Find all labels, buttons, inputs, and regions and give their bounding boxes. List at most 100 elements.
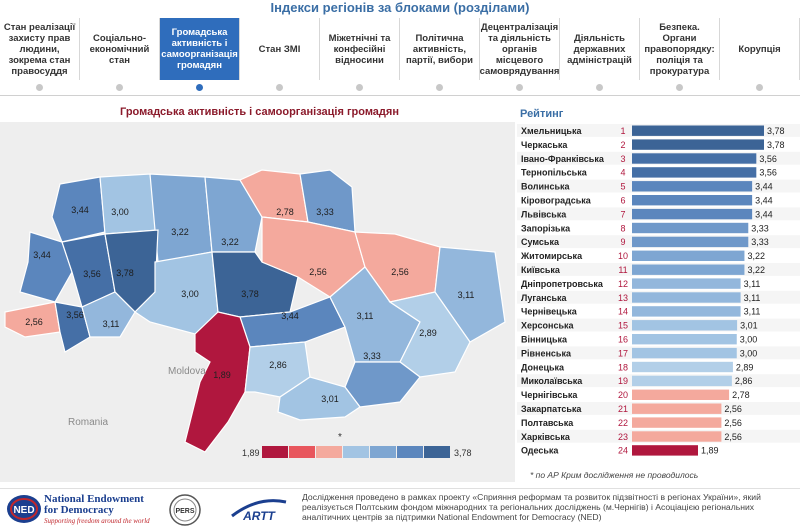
legend-swatch — [424, 446, 450, 458]
ranking-bar — [632, 403, 722, 414]
region-chernivtsi[interactable] — [81, 291, 136, 338]
crimea-footnote: * по АР Крим дослідження не проводилось — [530, 470, 699, 480]
ranking-value-label: 3,11 — [744, 279, 761, 289]
ranking-rank: 22 — [618, 418, 628, 428]
ranking-value-label: 3,11 — [744, 293, 761, 303]
ranking-bar — [632, 181, 753, 192]
ranking-rank: 20 — [618, 390, 628, 400]
tab-indicator-dot[interactable] — [276, 84, 283, 91]
tab-9[interactable]: Безпека. Органи правопорядку: поліція та… — [640, 18, 720, 80]
ranking-value-label: 3,11 — [744, 307, 761, 317]
region-value-label: 3,22 — [171, 227, 189, 237]
region-luhansk[interactable] — [434, 246, 506, 343]
region-value-label: 3,01 — [321, 394, 339, 404]
region-kherson[interactable] — [277, 376, 361, 421]
ranking-rank: 6 — [620, 196, 625, 206]
ranking-bar — [632, 417, 722, 428]
ranking-region-name: Хмельницька — [521, 126, 582, 136]
ranking-region-name: Харківська — [521, 432, 571, 442]
ranking-rank: 17 — [618, 348, 628, 358]
ranking-region-name: Тернопільська — [521, 168, 588, 178]
region-value-label: 2,56 — [25, 317, 43, 327]
region-volyn[interactable] — [51, 176, 106, 243]
tab-indicator-dot[interactable] — [196, 84, 203, 91]
region-value-label: 3,78 — [241, 289, 259, 299]
region-donetsk[interactable] — [388, 291, 471, 378]
legend-swatch — [316, 446, 342, 458]
ned-logo-text: NED — [13, 505, 34, 516]
ranking-bar — [632, 250, 745, 261]
ranking-rank: 15 — [618, 321, 628, 331]
ranking-bar — [632, 139, 764, 150]
region-value-label: 3,56 — [66, 310, 84, 320]
ranking-bar — [632, 306, 741, 317]
map-legend: 1,89 3,78 — [242, 446, 472, 458]
region-odesa[interactable] — [184, 311, 251, 453]
ranking-rank: 16 — [618, 335, 628, 345]
region-rivne[interactable] — [99, 173, 159, 235]
ranking-value-label: 3,00 — [740, 348, 758, 358]
tab-3[interactable]: Громадська активність і самоорганізація … — [160, 18, 240, 80]
footer-text: Дослідження проведено в рамках проекту «… — [302, 492, 761, 522]
ranking-value-label: 2,78 — [732, 390, 750, 400]
region-value-label: 2,56 — [309, 267, 327, 277]
ranking-region-name: Одеська — [521, 446, 559, 456]
legend-swatch — [370, 446, 396, 458]
ranking-value-label: 2,56 — [724, 432, 742, 442]
ranking-value-label: 3,56 — [759, 154, 777, 164]
ranking-region-name: Запорізька — [521, 223, 571, 233]
ranking-bar — [632, 389, 730, 400]
ranking-rank: 9 — [620, 237, 625, 247]
legend-min-label: 1,89 — [242, 448, 260, 458]
ranking-region-name: Закарпатська — [521, 404, 582, 414]
region-value-label: 3,44 — [71, 205, 89, 215]
ranking-bar-chart: Хмельницька 1 3,78 Черкаська 2 3,78 Івано-Фран… — [517, 124, 800, 457]
tab-10[interactable]: Корупція — [720, 18, 800, 80]
tab-8[interactable]: Діяльність державних адміністрацій — [560, 18, 640, 80]
ranking-rank: 18 — [618, 362, 628, 372]
ranking-value-label: 3,00 — [740, 335, 758, 345]
region-sumy[interactable] — [299, 169, 356, 233]
ranking-rank: 3 — [620, 154, 625, 164]
tab-7[interactable]: Децентралізація та діяльність органів мі… — [480, 18, 560, 80]
tab-indicator-dot[interactable] — [36, 84, 43, 91]
ranking-rank: 19 — [618, 376, 628, 386]
legend-swatch — [397, 446, 423, 458]
tab-2[interactable]: Соціально-економічний стан — [80, 18, 160, 80]
region-kyiv[interactable] — [204, 176, 263, 253]
ranking-value-label: 2,56 — [724, 404, 742, 414]
region-zhytomyr[interactable] — [149, 173, 213, 263]
ranking-bar — [632, 445, 698, 456]
region-value-label: 3,11 — [357, 311, 374, 321]
region-value-label: 3,11 — [103, 319, 120, 329]
tab-5[interactable]: Міжетнічні та конфесійні відносини — [320, 18, 400, 80]
ranking-rank: 21 — [618, 404, 628, 414]
region-value-label: 3,33 — [363, 351, 381, 361]
ranking-rank: 5 — [620, 182, 625, 192]
tab-indicator-dot[interactable] — [676, 84, 683, 91]
ranking-region-name: Рівненська — [521, 348, 572, 358]
tab-4[interactable]: Стан ЗМІ — [240, 18, 320, 80]
ranking-region-name: Дніпропетровська — [521, 279, 604, 289]
neighbor-label-moldova: Moldova — [168, 366, 206, 377]
tab-indicator-dot[interactable] — [356, 84, 363, 91]
ranking-bar — [632, 292, 741, 303]
ranking-bar — [632, 167, 757, 178]
tab-indicator-dot[interactable] — [756, 84, 763, 91]
ranking-rank: 24 — [618, 446, 628, 456]
pers-logo-text: PERS — [175, 508, 194, 515]
tab-1[interactable]: Стан реалізації захисту прав людини, зок… — [0, 18, 80, 80]
ranking-value-label: 3,78 — [767, 126, 785, 136]
tab-indicator-dot[interactable] — [516, 84, 523, 91]
ranking-rank: 4 — [620, 168, 625, 178]
region-ivano-frankivsk[interactable] — [54, 301, 91, 353]
ranking-bar — [632, 278, 741, 289]
tab-indicator-dot[interactable] — [436, 84, 443, 91]
tab-indicator-dot[interactable] — [116, 84, 123, 91]
tab-6[interactable]: Політична активність, партії, вибори — [400, 18, 480, 80]
ranking-value-label: 3,78 — [767, 140, 785, 150]
ranking-value-label: 3,22 — [747, 265, 765, 275]
tab-indicator-dot[interactable] — [596, 84, 603, 91]
ranking-region-name: Івано-Франківська — [521, 154, 605, 164]
region-value-label: 3,00 — [111, 207, 129, 217]
